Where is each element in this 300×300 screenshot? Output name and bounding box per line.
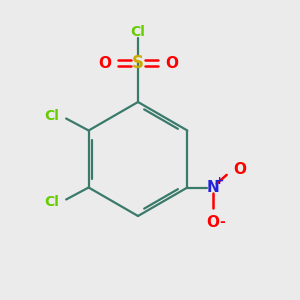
Text: Cl: Cl: [45, 196, 59, 209]
Text: S: S: [132, 54, 144, 72]
Text: O: O: [206, 215, 219, 230]
Text: +: +: [215, 176, 224, 186]
Text: N: N: [206, 180, 219, 195]
Text: Cl: Cl: [130, 25, 146, 39]
Text: O: O: [98, 56, 111, 70]
Text: Cl: Cl: [45, 109, 59, 122]
Text: O: O: [165, 56, 178, 70]
Text: O: O: [233, 162, 246, 177]
Text: -: -: [220, 215, 225, 230]
